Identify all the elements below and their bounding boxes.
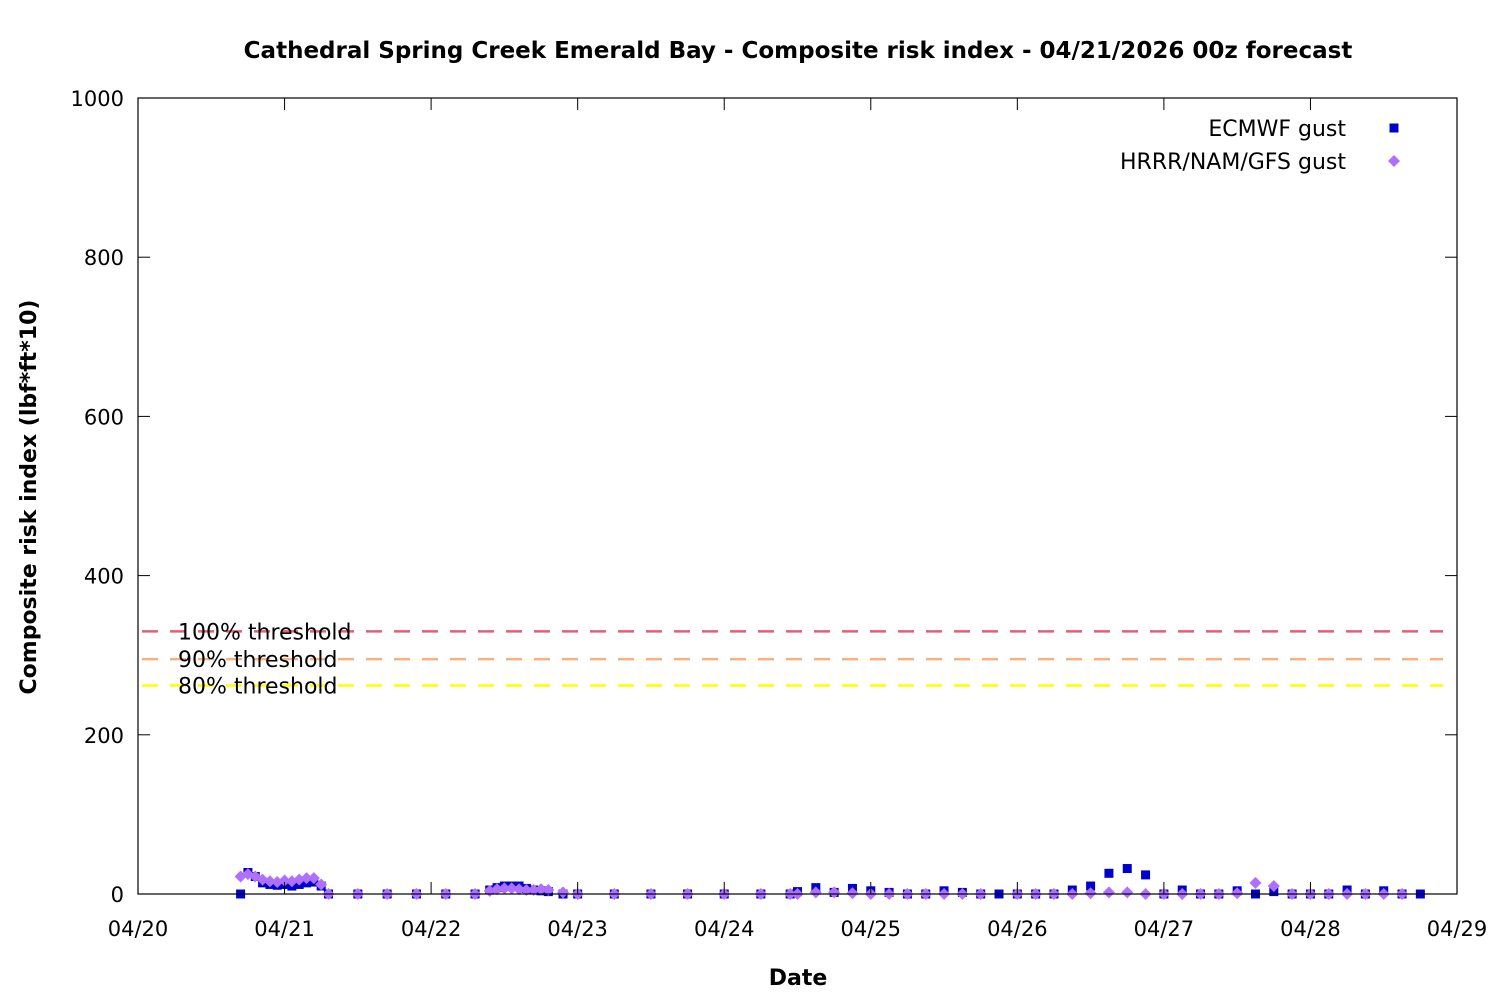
x-tick-label: 04/20 [108, 917, 169, 941]
x-tick-label: 04/21 [254, 917, 315, 941]
threshold-label: 80% threshold [178, 674, 338, 699]
data-point [505, 882, 518, 895]
data-point [1141, 870, 1151, 880]
data-point [1249, 876, 1262, 889]
legend-marker [1389, 123, 1399, 133]
y-tick-label: 200 [84, 724, 124, 748]
data-point [828, 886, 841, 899]
plot-border [137, 97, 1458, 895]
chart-title: Cathedral Spring Creek Emerald Bay - Com… [244, 38, 1353, 64]
data-point [498, 882, 511, 895]
data-point [846, 887, 859, 900]
data-point [315, 878, 328, 891]
data-point [263, 875, 276, 888]
data-point [300, 872, 313, 885]
data-point [1084, 887, 1097, 900]
axes: 0 200 400 600 800 1000 04/20 04/21 04/22 04/23 04/… [71, 87, 1488, 941]
legend-marker [1388, 155, 1400, 167]
data-point [1086, 881, 1096, 891]
y-axis-label: Composite risk index (lbf*ft*10) [17, 300, 42, 695]
data-point [809, 886, 822, 899]
x-tick-label: 04/23 [547, 917, 608, 941]
data-point [1267, 880, 1280, 893]
x-tick-label: 04/28 [1280, 917, 1341, 941]
threshold-label: 100% threshold [178, 620, 352, 645]
x-tick-label: 04/24 [694, 917, 755, 941]
data-point [1102, 886, 1115, 899]
x-tick-label: 04/26 [987, 917, 1048, 941]
x-tick-label: 04/27 [1134, 917, 1195, 941]
data-point [307, 872, 320, 885]
series-diamond [234, 868, 1409, 900]
threshold-label: 90% threshold [178, 648, 338, 673]
data-point [1231, 887, 1244, 900]
data-point [557, 886, 570, 899]
y-tick-label: 400 [84, 565, 124, 589]
legend: ECMWF gust HRRR/NAM/GFS gust [1120, 117, 1400, 175]
data-point [527, 884, 540, 897]
x-axis-label: Date [769, 966, 828, 991]
x-tick-label: 04/29 [1427, 917, 1488, 941]
data-point [1121, 886, 1134, 899]
data-point [1104, 868, 1114, 878]
data-point [535, 883, 548, 896]
y-tick-label: 0 [111, 883, 124, 907]
data-point [1122, 864, 1132, 874]
legend-label: ECMWF gust [1208, 117, 1346, 142]
y-tick-label: 600 [84, 405, 124, 429]
y-tick-label: 1000 [71, 87, 124, 111]
legend-label: HRRR/NAM/GFS gust [1120, 150, 1346, 175]
data-point [278, 874, 291, 887]
x-tick-label: 04/25 [841, 917, 902, 941]
data-points [234, 864, 1425, 900]
data-point [513, 883, 526, 896]
x-tick-label: 04/22 [401, 917, 462, 941]
data-point [491, 883, 504, 896]
data-point [520, 884, 533, 897]
data-point [542, 884, 555, 897]
y-tick-label: 800 [84, 246, 124, 270]
